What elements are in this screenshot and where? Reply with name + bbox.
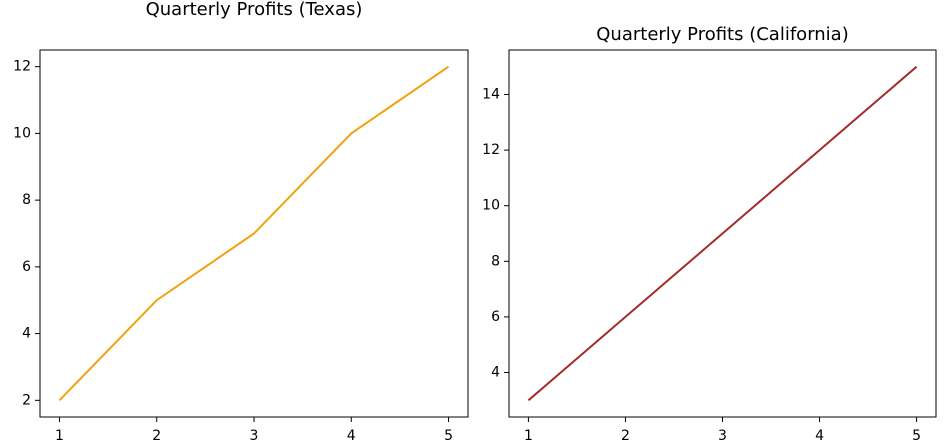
y-tick-label: 12 xyxy=(482,142,500,158)
y-tick-label: 4 xyxy=(491,365,500,381)
y-tick-label: 6 xyxy=(22,259,31,275)
line-series xyxy=(527,65,918,402)
x-tick-label: 5 xyxy=(912,428,921,444)
y-tick-label: 12 xyxy=(13,59,31,75)
axes-frame xyxy=(508,49,937,418)
x-tick-label: 4 xyxy=(815,428,824,444)
y-tick-label: 10 xyxy=(13,125,31,141)
y-tick-label: 8 xyxy=(22,192,31,208)
chart-title: Quarterly Profits (Texas) xyxy=(146,0,363,20)
x-tick-label: 5 xyxy=(444,428,453,444)
x-tick-label: 2 xyxy=(621,428,630,444)
y-tick-label: 6 xyxy=(491,309,500,325)
x-tick-label: 3 xyxy=(250,428,259,444)
x-tick-label: 1 xyxy=(524,428,533,444)
axes-frame xyxy=(39,49,469,418)
x-tick-label: 4 xyxy=(347,428,356,444)
y-tick-label: 10 xyxy=(482,198,500,214)
x-tick-label: 1 xyxy=(55,428,64,444)
x-tick-label: 2 xyxy=(152,428,161,444)
y-tick-label: 8 xyxy=(491,253,500,269)
y-tick-label: 2 xyxy=(22,392,31,408)
y-tick-label: 14 xyxy=(482,86,500,102)
line-series xyxy=(58,65,450,402)
y-tick-label: 4 xyxy=(22,326,31,342)
x-tick-label: 3 xyxy=(718,428,727,444)
chart-title: Quarterly Profits (California) xyxy=(596,24,848,45)
